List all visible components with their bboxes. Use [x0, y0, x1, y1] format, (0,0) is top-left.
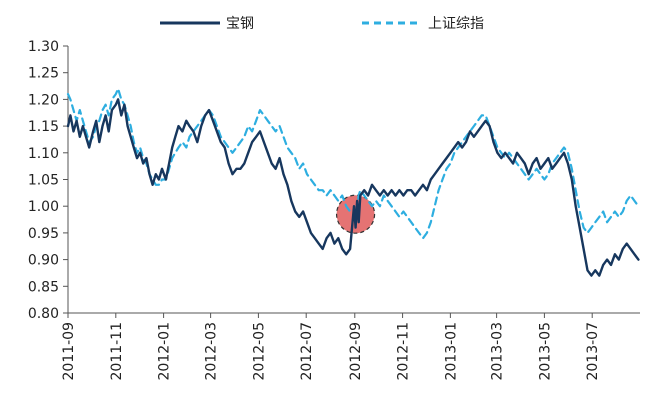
- legend: 宝钢 上证综指: [160, 16, 484, 32]
- y-tick-label: 1.30: [28, 39, 59, 55]
- y-tick-label: 0.85: [28, 279, 59, 295]
- x-tick-label: 2013-07: [585, 322, 601, 381]
- x-tick-label: 2012-01: [157, 322, 173, 381]
- y-tick-label: 1.00: [28, 199, 59, 215]
- x-tick-label: 2012-07: [299, 322, 315, 381]
- x-tick-label: 2013-03: [490, 322, 506, 381]
- y-tick-label: 0.95: [28, 226, 59, 242]
- series-line-0: [68, 99, 638, 275]
- y-tick-label: 1.10: [28, 146, 59, 162]
- x-tick-label: 2011-09: [61, 322, 77, 381]
- legend-label-0: 宝钢: [226, 16, 254, 32]
- y-tick-label: 1.25: [28, 66, 59, 82]
- y-tick-label: 0.90: [28, 253, 59, 269]
- x-tick-label: 2012-09: [348, 322, 364, 381]
- x-axis: 2011-09 2011-11 2012-01 2012-03 2012-05 2012-…: [61, 313, 640, 381]
- y-tick-label: 1.15: [28, 119, 59, 135]
- x-tick-label: 2012-03: [204, 322, 220, 381]
- x-tick-label: 2011-11: [109, 322, 125, 381]
- series-layer: [68, 89, 638, 276]
- x-tick-label: 2012-11: [396, 322, 412, 381]
- x-tick-label: 2013-01: [443, 322, 459, 381]
- y-tick-label: 1.05: [28, 173, 59, 189]
- y-tick-label: 0.80: [28, 306, 59, 322]
- x-tick-label: 2013-05: [537, 322, 553, 381]
- x-tick-label: 2012-05: [251, 322, 267, 381]
- y-axis: 0.80 0.85 0.90 0.95 1.00 1.05 1.10 1.15 1.20 1.25…: [28, 39, 68, 322]
- y-tick-label: 1.20: [28, 92, 59, 108]
- legend-label-1: 上证综指: [428, 16, 484, 32]
